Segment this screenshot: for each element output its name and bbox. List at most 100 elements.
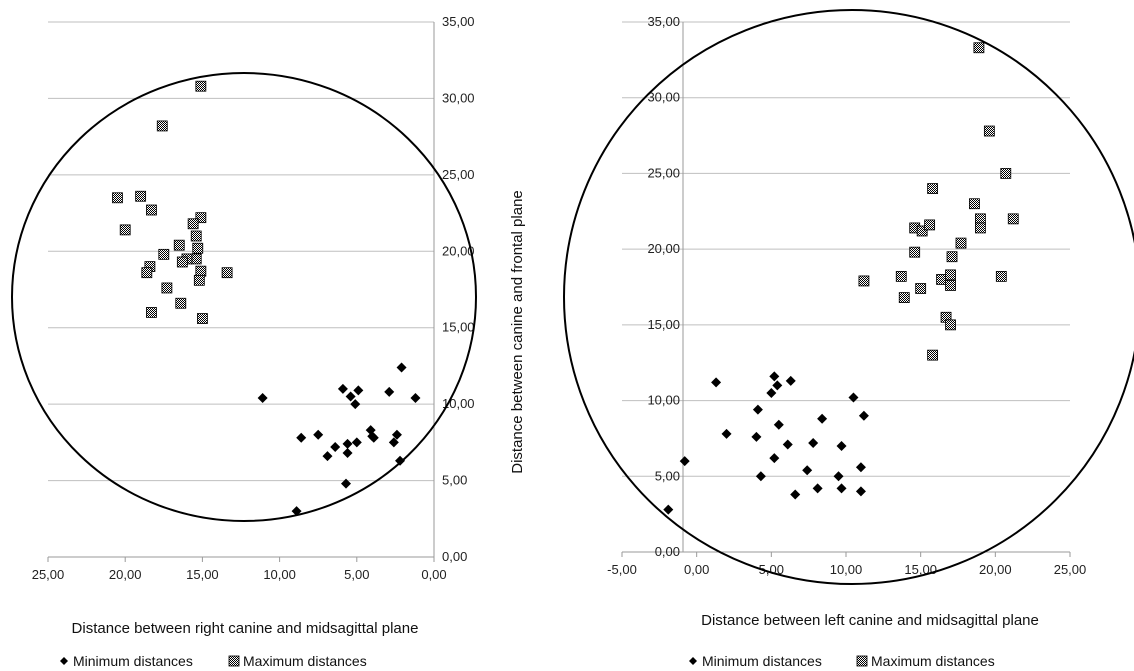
right-point-max bbox=[945, 280, 956, 291]
right-gridlines bbox=[622, 21, 1070, 477]
left-y-tick-label: 15,00 bbox=[442, 320, 475, 335]
left-point-min bbox=[384, 386, 395, 397]
right-y-tick-label: 35,00 bbox=[647, 14, 680, 29]
right-point-max bbox=[995, 270, 1007, 282]
left-point-max bbox=[190, 253, 202, 265]
left-y-tick-label: 5,00 bbox=[442, 473, 467, 488]
left-legend-max-label: Maximum distances bbox=[243, 653, 367, 669]
right-y-tick-label: 25,00 bbox=[647, 165, 680, 180]
left-point-min bbox=[351, 437, 362, 448]
right-point-max bbox=[969, 198, 980, 210]
left-gridlines bbox=[48, 21, 434, 482]
right-point-max bbox=[916, 225, 928, 237]
left-y-tick-label: 10,00 bbox=[442, 396, 475, 411]
left-point-min bbox=[353, 385, 364, 396]
left-legend-min-label: Minimum distances bbox=[73, 653, 193, 669]
right-point-min bbox=[848, 392, 859, 403]
right-point-max bbox=[955, 237, 967, 249]
left-point-max bbox=[135, 190, 147, 202]
left-y-tick-label: 30,00 bbox=[442, 90, 475, 105]
left-point-min bbox=[395, 455, 406, 466]
right-y-tick-label: 10,00 bbox=[647, 393, 680, 408]
left-point-min bbox=[337, 383, 348, 394]
right-point-min bbox=[751, 431, 762, 442]
right-point-min bbox=[802, 465, 813, 476]
right-point-min bbox=[817, 413, 828, 424]
right-x-tick-label: 5,00 bbox=[759, 562, 784, 577]
right-point-min bbox=[755, 471, 766, 482]
left-x-tick-label: 10,00 bbox=[263, 567, 296, 582]
left-point-min bbox=[391, 429, 402, 440]
right-legend: Minimum distances Maximum distances bbox=[689, 653, 995, 669]
left-point-max bbox=[195, 265, 207, 277]
right-point-max bbox=[946, 251, 958, 263]
left-x-axis-title: Distance between right canine and midsag… bbox=[72, 620, 419, 637]
right-point-max bbox=[975, 213, 986, 225]
right-y-tick-label: 30,00 bbox=[647, 90, 680, 105]
left-point-min bbox=[342, 448, 353, 459]
left-point-max bbox=[176, 256, 188, 268]
left-enclosing-circle bbox=[11, 72, 477, 522]
right-point-max bbox=[927, 349, 939, 361]
right-point-min bbox=[855, 462, 866, 473]
right-point-min bbox=[836, 483, 847, 494]
left-point-max bbox=[146, 204, 157, 216]
left-legend: Minimum distances Maximum distances bbox=[60, 653, 367, 669]
right-point-min bbox=[772, 380, 783, 391]
right-y-tick-label: 5,00 bbox=[655, 468, 680, 483]
left-point-min bbox=[396, 362, 407, 373]
right-x-tick-label: -5,00 bbox=[607, 562, 637, 577]
left-point-max bbox=[119, 224, 131, 236]
left-chart: 0,00 5,00 10,00 15,00 20,00 25,00 30,00 35,00 25… bbox=[11, 14, 526, 669]
left-point-max bbox=[112, 192, 123, 204]
left-point-max bbox=[187, 218, 199, 230]
left-point-max bbox=[173, 239, 185, 251]
right-point-max bbox=[945, 319, 956, 331]
right-y-tick-label: 20,00 bbox=[647, 241, 680, 256]
right-point-min bbox=[752, 404, 763, 415]
right-point-min bbox=[769, 371, 780, 382]
left-point-min bbox=[340, 478, 351, 489]
right-point-min bbox=[711, 377, 722, 388]
left-point-min bbox=[410, 393, 421, 404]
right-data-points bbox=[663, 42, 1019, 515]
left-point-max bbox=[190, 230, 202, 242]
right-tick-labels: 0,00 5,00 10,00 15,00 20,00 25,00 30,00 35,00 -5… bbox=[607, 14, 1086, 577]
right-point-max bbox=[898, 292, 910, 304]
right-point-max bbox=[924, 219, 936, 231]
left-point-max bbox=[193, 274, 205, 286]
left-y-tick-label: 35,00 bbox=[442, 14, 475, 29]
right-point-max bbox=[909, 246, 921, 258]
right-point-min bbox=[773, 419, 784, 430]
left-point-min bbox=[388, 437, 399, 448]
right-legend-max-label: Maximum distances bbox=[871, 653, 995, 669]
right-point-min bbox=[769, 453, 780, 464]
right-point-max bbox=[936, 274, 947, 285]
left-point-min bbox=[345, 391, 356, 402]
right-point-max bbox=[927, 183, 939, 194]
left-point-min bbox=[313, 429, 324, 440]
left-point-min bbox=[330, 441, 341, 452]
left-x-tick-label: 20,00 bbox=[109, 567, 142, 582]
right-x-tick-label: 0,00 bbox=[684, 562, 709, 577]
right-point-min bbox=[855, 486, 866, 497]
right-point-min bbox=[782, 439, 793, 450]
left-x-tick-label: 0,00 bbox=[421, 567, 446, 582]
right-point-min bbox=[858, 410, 869, 421]
left-data-points bbox=[112, 80, 421, 517]
right-point-min bbox=[808, 437, 819, 448]
right-point-max bbox=[945, 269, 956, 281]
right-point-max bbox=[915, 283, 927, 294]
right-legend-max-marker bbox=[856, 655, 868, 667]
left-point-min bbox=[350, 399, 361, 410]
right-point-min bbox=[790, 489, 801, 500]
left-point-min bbox=[342, 438, 353, 449]
left-point-min bbox=[368, 432, 379, 443]
left-point-max bbox=[195, 212, 207, 224]
right-chart: 0,00 5,00 10,00 15,00 20,00 25,00 30,00 35,00 -5… bbox=[563, 9, 1134, 669]
right-point-max bbox=[895, 270, 907, 282]
left-point-max bbox=[158, 248, 170, 260]
left-point-min bbox=[257, 393, 268, 404]
right-point-min bbox=[785, 375, 796, 386]
